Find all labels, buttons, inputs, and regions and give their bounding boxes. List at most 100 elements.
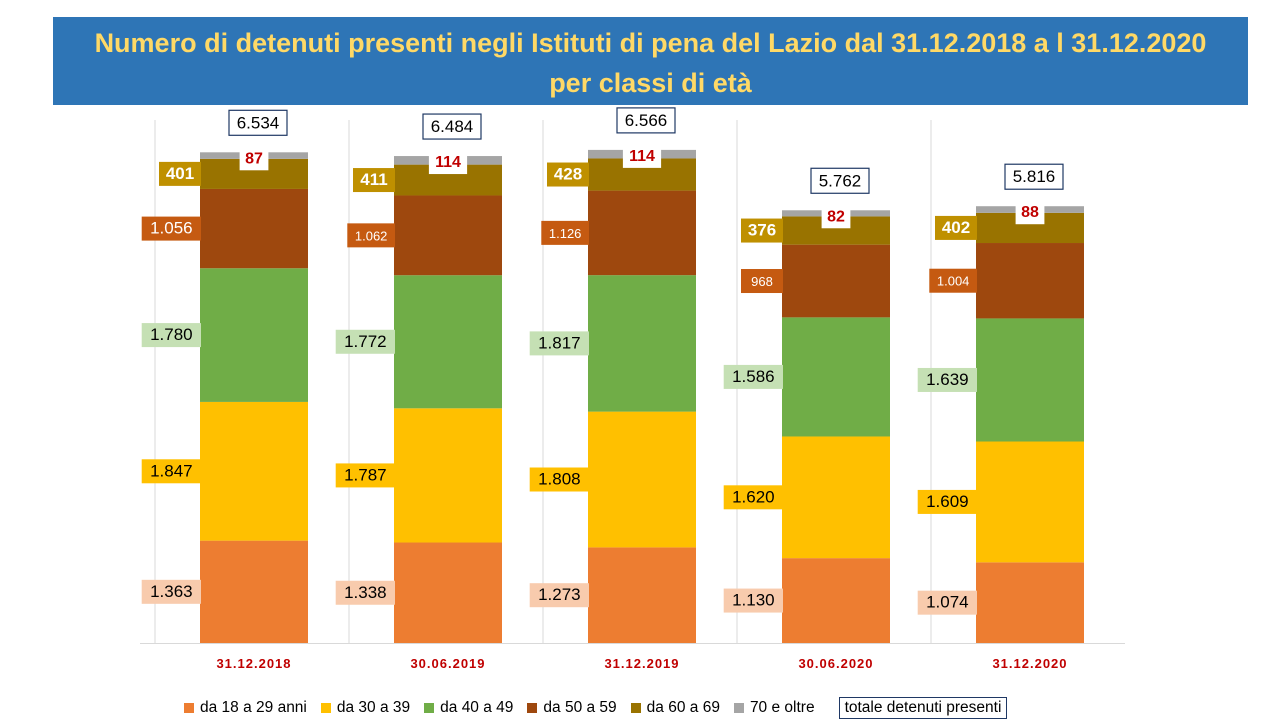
total-label: 5.816 bbox=[1013, 167, 1056, 186]
total-label: 6.534 bbox=[237, 113, 280, 132]
data-label-box bbox=[335, 580, 395, 605]
legend-swatch bbox=[630, 703, 641, 713]
data-label: 1.074 bbox=[926, 593, 969, 612]
data-label: 1.130 bbox=[732, 591, 775, 610]
legend-label: 70 e oltre bbox=[749, 699, 815, 716]
bar-segment bbox=[782, 317, 890, 437]
data-label: 1.808 bbox=[538, 470, 581, 489]
data-label: 1.126 bbox=[549, 226, 582, 241]
data-label: 1.772 bbox=[344, 332, 387, 351]
legend-label: da 40 a 49 bbox=[440, 699, 514, 716]
legend-label: da 50 a 59 bbox=[543, 699, 617, 716]
total-label: 5.762 bbox=[819, 171, 862, 190]
legend-label: da 18 a 29 anni bbox=[200, 699, 307, 716]
data-label: 1.338 bbox=[344, 583, 387, 602]
data-label: 1.062 bbox=[355, 228, 388, 243]
data-label-box bbox=[529, 331, 589, 356]
data-label: 1.586 bbox=[732, 367, 775, 386]
legend-item: da 40 a 49 bbox=[424, 699, 513, 717]
data-label-box bbox=[547, 162, 589, 187]
legend-total-label: totale detenuti presenti bbox=[838, 697, 1008, 719]
legend-label: da 60 a 69 bbox=[646, 699, 720, 716]
bar-segment bbox=[394, 195, 502, 276]
data-label-box bbox=[335, 463, 395, 488]
bar-segment bbox=[976, 318, 1084, 442]
data-label-box bbox=[347, 223, 395, 248]
legend-swatch bbox=[320, 703, 331, 713]
data-label-box bbox=[723, 588, 783, 613]
data-label-box bbox=[917, 590, 977, 615]
total-box bbox=[422, 113, 482, 140]
data-label: 1.847 bbox=[150, 461, 193, 480]
chart-subtitle: per classi di età bbox=[549, 68, 752, 98]
total-box bbox=[1004, 163, 1064, 190]
data-label-box bbox=[821, 204, 851, 229]
data-label-box bbox=[529, 583, 589, 608]
data-label: 1.817 bbox=[538, 333, 581, 352]
x-tick-label: 31.12.2018 bbox=[216, 656, 291, 671]
bar-segment bbox=[976, 441, 1084, 563]
legend-label: da 30 a 39 bbox=[336, 699, 411, 716]
data-label-box bbox=[335, 329, 395, 354]
bar-segment bbox=[588, 411, 696, 548]
data-label-box bbox=[141, 459, 201, 484]
data-label-box bbox=[428, 150, 468, 175]
data-label-box bbox=[141, 579, 201, 604]
legend-swatch bbox=[424, 703, 435, 713]
legend-item: da 50 a 59 bbox=[527, 699, 617, 717]
data-label: 376 bbox=[748, 221, 776, 240]
x-tick-label: 30.06.2019 bbox=[410, 656, 485, 671]
data-label: 1.639 bbox=[926, 370, 969, 389]
data-label: 968 bbox=[751, 274, 773, 289]
legend-swatch bbox=[527, 703, 538, 713]
total-label: 6.484 bbox=[431, 117, 474, 136]
bar-segment bbox=[782, 244, 890, 318]
legend-item: da 18 a 29 anni bbox=[184, 699, 307, 717]
x-tick-label: 31.12.2019 bbox=[604, 656, 679, 671]
data-label-box bbox=[541, 220, 589, 245]
data-label-box bbox=[1015, 200, 1045, 225]
data-label-box bbox=[741, 269, 783, 294]
x-tick-label: 31.12.2020 bbox=[992, 656, 1067, 671]
legend-item: da 30 a 39 bbox=[320, 699, 411, 717]
bar-segment bbox=[976, 243, 1084, 319]
data-label: 402 bbox=[942, 218, 970, 237]
data-label-box bbox=[141, 323, 201, 348]
data-label: 1.056 bbox=[150, 219, 193, 238]
bar-segment bbox=[394, 542, 502, 643]
legend: da 18 a 29 anni da 30 a 39 da 40 a 49 da 50… bbox=[184, 694, 1008, 722]
data-label: 1.363 bbox=[150, 582, 193, 601]
data-label: 82 bbox=[827, 208, 845, 225]
chart-title: Numero di detenuti presenti negli Istitu… bbox=[94, 28, 1207, 58]
data-label-box bbox=[935, 215, 977, 240]
bar-segment bbox=[200, 268, 308, 402]
data-label: 411 bbox=[360, 170, 387, 189]
data-label-box bbox=[622, 143, 662, 168]
data-label: 114 bbox=[435, 154, 461, 171]
total-box bbox=[810, 167, 870, 194]
legend-item: da 60 a 69 bbox=[630, 699, 720, 717]
bar-segment bbox=[782, 436, 890, 559]
x-tick-label: 30.06.2020 bbox=[798, 656, 873, 671]
legend-item: 70 e oltre bbox=[733, 699, 815, 717]
legend-swatch bbox=[184, 703, 194, 713]
data-label-box bbox=[917, 489, 977, 514]
total-box bbox=[228, 109, 288, 136]
total-label: 6.566 bbox=[625, 111, 668, 130]
data-label-box bbox=[353, 168, 395, 193]
data-label-box bbox=[159, 161, 201, 186]
title-banner: Numero di detenuti presenti negli Istitu… bbox=[53, 17, 1248, 105]
bar-segment bbox=[976, 562, 1084, 643]
bar-segment bbox=[782, 558, 890, 643]
data-label-box bbox=[141, 216, 201, 241]
data-label: 114 bbox=[629, 148, 655, 165]
data-label: 1.273 bbox=[538, 585, 581, 604]
data-label-box bbox=[929, 268, 977, 293]
data-label: 88 bbox=[1021, 204, 1039, 221]
legend-swatch bbox=[733, 703, 744, 713]
bar-segment bbox=[588, 547, 696, 643]
data-label: 1.609 bbox=[926, 492, 969, 511]
data-label: 1.004 bbox=[937, 274, 970, 289]
data-label: 428 bbox=[554, 165, 582, 184]
